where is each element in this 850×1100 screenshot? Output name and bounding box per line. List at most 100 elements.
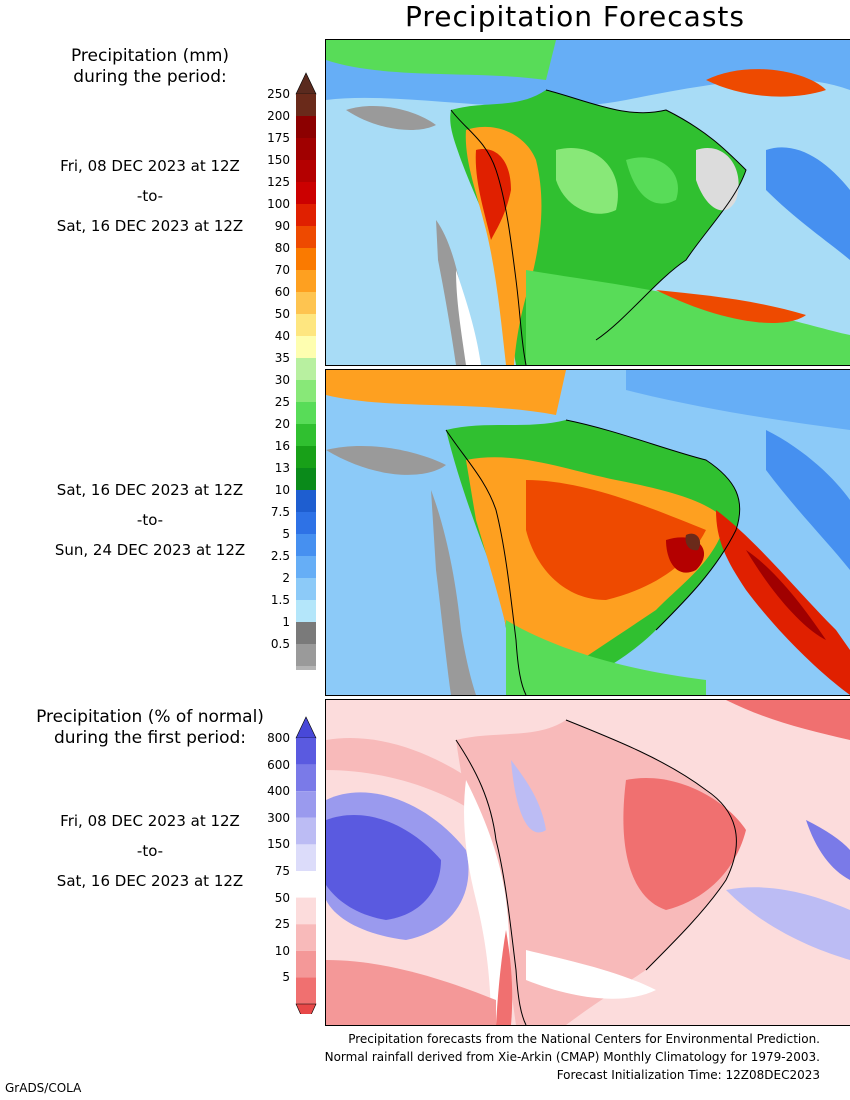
precip-mm-colorbar-segment xyxy=(296,512,316,534)
precip-mm-colorbar-segment xyxy=(296,600,316,622)
precip-mm-colorbar-segment xyxy=(296,666,316,670)
precip-mm-tick-label: 20 xyxy=(274,417,290,431)
precip-mm-colorbar-segment xyxy=(296,644,316,666)
precip-mm-tick-label: 13 xyxy=(274,461,290,475)
precip-mm-tick-label: 80 xyxy=(274,241,290,255)
precip-mm-colorbar-segment xyxy=(296,468,316,490)
precip-mm-colorbar-segment xyxy=(296,138,316,160)
precip-mm-tick-label: 60 xyxy=(274,285,290,299)
precip-pct-tick-label: 600 xyxy=(267,757,290,772)
precip-pct-tick-label: 10 xyxy=(274,943,290,958)
precip-mm-colorbar-segment xyxy=(296,270,316,292)
precip-mm-colorbar-top-arrow xyxy=(295,72,317,95)
precip-mm-tick-label: 50 xyxy=(274,307,290,321)
precip-mm-colorbar-segment xyxy=(296,358,316,380)
precip-mm-tick-label: 5 xyxy=(282,527,290,541)
precip-mm-colorbar-segment xyxy=(296,248,316,270)
precip-mm-tick-label: 2.5 xyxy=(270,549,290,563)
precip-mm-tick-label: 10 xyxy=(274,483,290,497)
precip-mm-tick-label: 2 xyxy=(282,571,290,585)
period-1-from: Fri, 08 DEC 2023 at 12Z xyxy=(60,157,240,175)
precip-pct-colorbar-top-arrow xyxy=(295,716,317,739)
legend-title-mm-line2: during the period: xyxy=(73,67,227,87)
period-2-sep: -to- xyxy=(136,511,164,529)
period-3-from: Fri, 08 DEC 2023 at 12Z xyxy=(60,812,240,830)
period-2-from: Sat, 16 DEC 2023 at 12Z xyxy=(56,481,244,499)
period-1-to: Sat, 16 DEC 2023 at 12Z xyxy=(56,217,244,235)
precip-mm-tick-label: 30 xyxy=(274,373,290,387)
precip-mm-colorbar-segment xyxy=(296,402,316,424)
map-panel-percent-normal xyxy=(325,699,850,1026)
precip-mm-colorbar-segment xyxy=(296,336,316,358)
precip-pct-colorbar-bottom-arrow xyxy=(295,1003,317,1014)
precip-pct-colorbar-segment xyxy=(296,817,316,845)
precip-mm-tick-label: 175 xyxy=(267,131,290,145)
map-percent-normal xyxy=(326,700,850,1025)
precip-mm-tick-label: 100 xyxy=(267,197,290,211)
map-period-1 xyxy=(326,40,850,365)
map-panel-period-2 xyxy=(325,369,850,696)
precip-mm-tick-label: 0.5 xyxy=(270,637,290,651)
map-panel-period-1 xyxy=(325,39,850,366)
precip-mm-tick-label: 150 xyxy=(267,153,290,167)
precip-mm-tick-label: 1.5 xyxy=(270,593,290,607)
precip-mm-tick-label: 35 xyxy=(274,351,290,365)
precip-mm-colorbar-segment xyxy=(296,556,316,578)
period-2-to: Sun, 24 DEC 2023 at 12Z xyxy=(54,541,246,559)
precip-pct-colorbar-segment xyxy=(296,950,316,978)
precip-mm-colorbar-segment xyxy=(296,622,316,644)
precip-mm-tick-label: 90 xyxy=(274,219,290,233)
precip-pct-tick-label: 300 xyxy=(267,810,290,825)
precip-mm-colorbar-segment xyxy=(296,204,316,226)
period-2-label: Sat, 16 DEC 2023 at 12Z -to- Sun, 24 DEC… xyxy=(30,475,270,565)
precip-mm-tick-label: 70 xyxy=(274,263,290,277)
legend-title-mm: Precipitation (mm) during the period: xyxy=(30,46,270,88)
footer-line-2: Normal rainfall derived from Xie-Arkin (… xyxy=(324,1050,820,1064)
page-title: Precipitation Forecasts xyxy=(405,0,745,33)
precip-mm-colorbar-segment xyxy=(296,380,316,402)
period-3-label: Fri, 08 DEC 2023 at 12Z -to- Sat, 16 DEC… xyxy=(30,806,270,896)
grads-credit: GrADS/COLA xyxy=(5,1081,82,1095)
precip-pct-colorbar-segment xyxy=(296,791,316,818)
precip-mm-tick-label: 250 xyxy=(267,87,290,101)
precip-pct-tick-label: 5 xyxy=(282,970,290,985)
period-3-sep: -to- xyxy=(136,842,164,860)
precip-pct-colorbar-segment xyxy=(296,977,316,1004)
precip-mm-colorbar-segment xyxy=(296,226,316,248)
precip-mm-tick-label: 7.5 xyxy=(270,505,290,519)
precip-mm-tick-label: 25 xyxy=(274,395,290,409)
precip-mm-tick-label: 16 xyxy=(274,439,290,453)
precip-pct-tick-label: 800 xyxy=(267,731,290,745)
precip-pct-colorbar-segment xyxy=(296,924,316,951)
precip-mm-colorbar-segment xyxy=(296,490,316,512)
precip-mm-colorbar xyxy=(295,72,317,670)
precip-pct-colorbar-segment xyxy=(296,764,316,792)
precip-pct-colorbar xyxy=(295,716,317,1014)
precip-mm-colorbar-segment xyxy=(296,314,316,336)
precip-mm-tick-label: 40 xyxy=(274,329,290,343)
precip-pct-tick-label: 75 xyxy=(274,864,290,878)
map-period-2 xyxy=(326,370,850,695)
precip-mm-colorbar-segment xyxy=(296,182,316,204)
precip-pct-tick-label: 25 xyxy=(274,917,290,932)
precip-pct-colorbar-segment xyxy=(296,871,316,898)
precip-mm-tick-label: 200 xyxy=(267,109,290,123)
legend-title-mm-line1: Precipitation (mm) xyxy=(70,46,230,66)
legend-title-pct-line1: Precipitation (% of normal) xyxy=(36,707,264,727)
precip-mm-colorbar-segment xyxy=(296,94,316,116)
precip-pct-colorbar-segment xyxy=(296,897,316,925)
precip-pct-tick-label: 150 xyxy=(267,837,290,852)
precip-mm-colorbar-segment xyxy=(296,424,316,446)
precip-mm-colorbar-segment xyxy=(296,446,316,468)
footer-line-3: Forecast Initialization Time: 12Z08DEC20… xyxy=(556,1068,820,1082)
precip-mm-colorbar-segment xyxy=(296,578,316,600)
legend-title-pct: Precipitation (% of normal) during the f… xyxy=(10,707,290,749)
precip-pct-colorbar-segment xyxy=(296,738,316,765)
period-1-sep: -to- xyxy=(136,187,164,205)
precip-mm-tick-label: 1 xyxy=(282,615,290,629)
footer-line-1: Precipitation forecasts from the Nationa… xyxy=(348,1032,820,1046)
precip-pct-colorbar-segment xyxy=(296,844,316,871)
precip-mm-colorbar-segment xyxy=(296,534,316,556)
precip-mm-tick-label: 125 xyxy=(267,175,290,189)
legend-title-pct-line2: during the first period: xyxy=(53,728,247,748)
